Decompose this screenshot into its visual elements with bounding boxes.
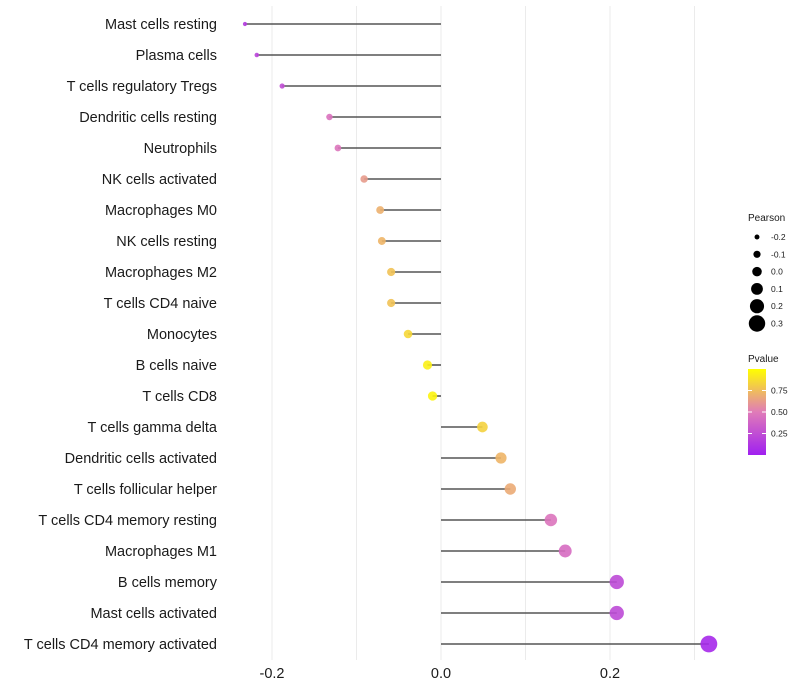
data-point	[387, 298, 396, 308]
legend-size-label: 0.2	[771, 301, 783, 311]
data-point	[495, 452, 507, 464]
data-point	[242, 21, 248, 27]
y-axis-label: Plasma cells	[136, 48, 217, 64]
legend-size-key	[754, 234, 760, 240]
data-point	[387, 267, 396, 277]
y-axis-label: Neutrophils	[144, 141, 217, 157]
y-axis-labels: Mast cells resting Plasma cells T cells re…	[24, 17, 218, 653]
data-point	[609, 574, 624, 590]
legend-size-label: 0.0	[771, 267, 783, 277]
data-point	[544, 513, 558, 527]
y-axis-label: Macrophages M1	[105, 544, 217, 560]
legend-color-ticks: 0.25 0.50 0.75	[748, 386, 788, 439]
legend-size-label: 0.1	[771, 284, 783, 294]
data-point	[326, 113, 333, 121]
legend-size-label: -0.2	[771, 232, 786, 242]
data-point	[334, 144, 342, 152]
y-axis-label: Macrophages M0	[105, 203, 217, 219]
legend-color-label: 0.50	[771, 407, 788, 417]
x-axis-ticks: -0.2 0.0 0.2	[260, 666, 621, 682]
y-axis-label: NK cells resting	[116, 234, 217, 250]
points	[242, 21, 718, 653]
legend-color-title: Pvalue	[748, 354, 779, 365]
y-axis-label: T cells CD4 naive	[104, 296, 217, 312]
legend-size-key	[751, 282, 763, 295]
legend-size-key	[753, 250, 761, 258]
gridlines	[271, 6, 695, 660]
data-point	[254, 52, 260, 58]
y-axis-label: Mast cells activated	[90, 606, 217, 622]
y-axis-label: Mast cells resting	[105, 17, 217, 33]
y-axis-label: Dendritic cells activated	[65, 451, 217, 467]
y-axis-label: NK cells activated	[102, 172, 217, 188]
data-point	[376, 206, 385, 214]
y-axis-label: T cells follicular helper	[74, 482, 217, 498]
legend-size-label: 0.3	[771, 319, 783, 329]
data-point	[609, 605, 624, 621]
legend-size-key	[752, 266, 762, 277]
y-axis-label: Macrophages M2	[105, 265, 217, 281]
data-point	[279, 83, 285, 89]
x-tick-label: 0.0	[431, 666, 451, 682]
data-point	[558, 544, 572, 558]
y-axis-label: T cells gamma delta	[88, 420, 218, 436]
y-axis-label: T cells regulatory Tregs	[67, 79, 217, 95]
y-axis-label: T cells CD8	[142, 389, 217, 405]
data-point	[477, 421, 488, 433]
legend-size-keys: -0.2 -0.1 0.0 0.1 0.2 0.3	[748, 232, 786, 332]
legend-size-key	[749, 299, 765, 314]
x-tick-label: 0.2	[600, 666, 620, 682]
stems	[244, 23, 709, 645]
data-point	[504, 483, 516, 495]
data-point	[377, 237, 386, 245]
y-axis-label: Dendritic cells resting	[79, 110, 217, 126]
legend: Pearson -0.2 -0.1 0.0 0.1 0.2 0.3 Pvalue 0.25…	[748, 213, 788, 455]
legend-color-label: 0.25	[771, 429, 788, 439]
x-tick-label: -0.2	[260, 666, 285, 682]
legend-size-label: -0.1	[771, 249, 786, 259]
y-axis-label: Monocytes	[147, 327, 217, 343]
y-axis-label: T cells CD4 memory resting	[38, 513, 217, 529]
y-axis-label: B cells naive	[136, 358, 217, 374]
y-axis-label: T cells CD4 memory activated	[24, 637, 217, 653]
data-point	[422, 360, 433, 370]
data-point	[427, 391, 438, 401]
legend-color-label: 0.75	[771, 386, 788, 396]
data-point	[700, 635, 718, 653]
data-point	[360, 175, 368, 183]
data-point	[403, 329, 413, 339]
legend-colorbar	[748, 369, 766, 455]
legend-size-key	[748, 315, 766, 332]
legend-size-title: Pearson	[748, 213, 785, 224]
y-axis-label: B cells memory	[118, 575, 218, 591]
